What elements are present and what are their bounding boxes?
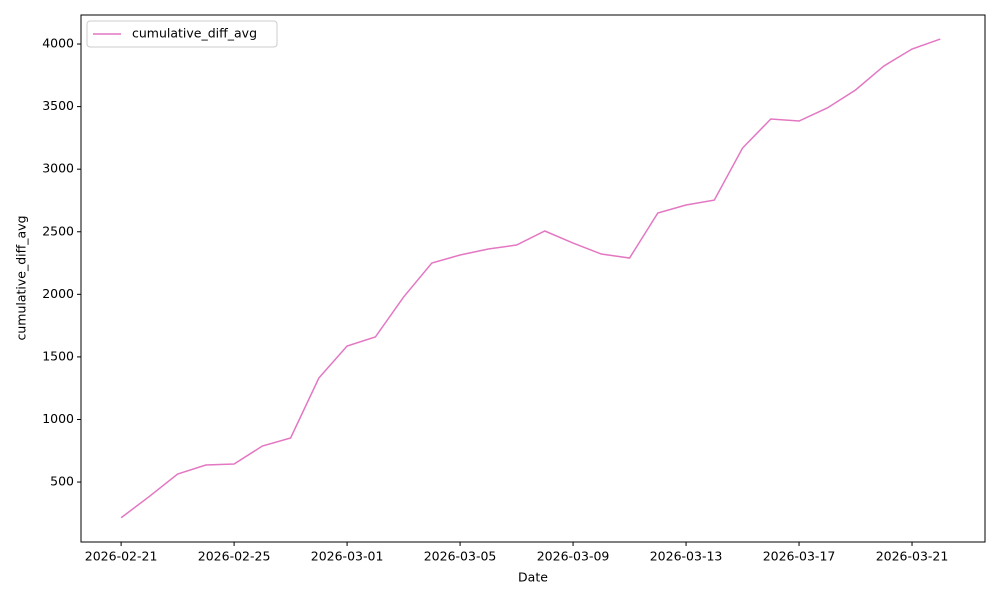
y-tick-label: 1500 xyxy=(42,348,74,363)
x-tick-label: 2026-02-21 xyxy=(85,549,158,564)
x-tick-label: 2026-03-21 xyxy=(876,549,949,564)
data-line xyxy=(120,38,941,519)
plot-frame xyxy=(80,14,986,543)
x-tick-label: 2026-03-09 xyxy=(537,549,610,564)
x-tick-label: 2026-03-13 xyxy=(650,549,723,564)
y-tick-label: 3500 xyxy=(42,98,74,113)
y-tick-label: 4000 xyxy=(42,36,74,51)
y-tick-label: 500 xyxy=(50,474,74,489)
y-axis-label: cumulative_diff_avg xyxy=(14,216,29,341)
x-axis-label: Date xyxy=(518,570,548,585)
y-tick-label: 2500 xyxy=(42,223,74,238)
x-tick-label: 2026-03-17 xyxy=(763,549,836,564)
x-tick-label: 2026-02-25 xyxy=(198,549,271,564)
y-tick-label: 1000 xyxy=(42,411,74,426)
y-tick-label: 3000 xyxy=(42,161,74,176)
x-tick-label: 2026-03-05 xyxy=(424,549,497,564)
legend-label: cumulative_diff_avg xyxy=(132,26,257,41)
y-tick-label: 2000 xyxy=(42,286,74,301)
legend-box xyxy=(86,20,278,48)
x-tick-label: 2026-03-01 xyxy=(311,549,384,564)
